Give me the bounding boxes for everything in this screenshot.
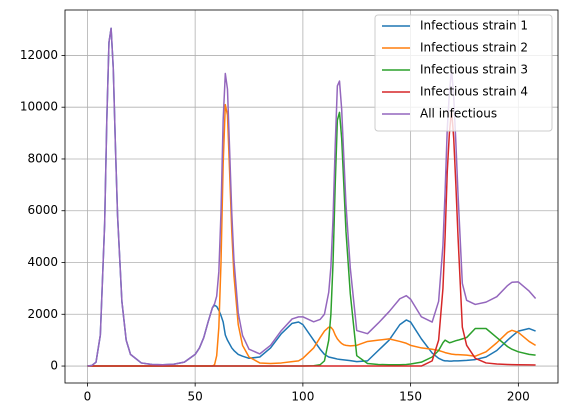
y-tick-label: 0 xyxy=(50,359,58,373)
legend-label: Infectious strain 2 xyxy=(420,41,528,55)
y-tick-label: 8000 xyxy=(27,151,58,165)
legend-label: All infectious xyxy=(420,107,497,121)
y-tick-label: 6000 xyxy=(27,203,58,217)
legend: Infectious strain 1 Infectious strain 2 In… xyxy=(374,14,553,132)
legend-label: Infectious strain 4 xyxy=(420,85,528,99)
x-tick-label: 100 xyxy=(291,390,314,404)
x-tick-label: 0 xyxy=(84,390,92,404)
legend-box xyxy=(374,14,553,132)
series-line xyxy=(87,109,536,367)
x-tick-label: 200 xyxy=(507,390,530,404)
legend-label: Infectious strain 3 xyxy=(420,63,528,77)
y-tick-label: 10000 xyxy=(20,100,58,114)
series-line xyxy=(87,111,536,367)
y-tick-label: 4000 xyxy=(27,255,58,269)
x-tick-label: 150 xyxy=(399,390,422,404)
y-tick-label: 12000 xyxy=(20,48,58,62)
y-tick-label: 2000 xyxy=(27,307,58,321)
series-line xyxy=(87,103,536,367)
legend-label: Infectious strain 1 xyxy=(420,19,528,33)
axes-frame xyxy=(64,9,559,384)
plot-lines xyxy=(87,27,537,367)
x-tick-label: 50 xyxy=(188,390,203,404)
